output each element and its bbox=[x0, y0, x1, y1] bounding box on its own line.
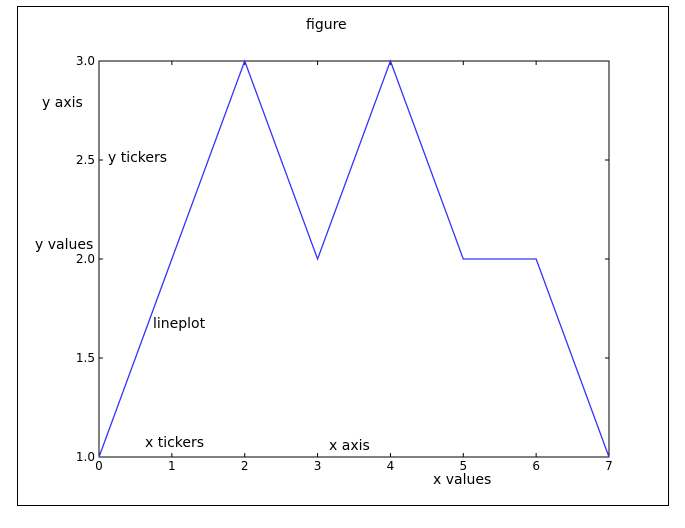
annotation-y-tickers: y tickers bbox=[108, 150, 168, 166]
x-tick-label: 1 bbox=[168, 459, 176, 473]
series-line bbox=[98, 59, 610, 458]
annotation-x-values: x values bbox=[433, 472, 492, 488]
y-tick-label: 3.0 bbox=[76, 54, 95, 68]
y-tick-label: 1.5 bbox=[76, 351, 95, 365]
annotation-lineplot: lineplot bbox=[153, 316, 206, 332]
x-tick-label: 6 bbox=[532, 459, 540, 473]
annotation-x-axis: x axis bbox=[329, 438, 370, 454]
annotation-y-values: y values bbox=[35, 237, 94, 253]
x-tick-label: 2 bbox=[241, 459, 249, 473]
figure-label: figure bbox=[306, 17, 347, 33]
y-tick-label: 2.5 bbox=[76, 153, 95, 167]
annotation-y-axis: y axis bbox=[42, 95, 83, 111]
x-tick-label: 4 bbox=[387, 459, 395, 473]
x-tick-label: 0 bbox=[95, 459, 103, 473]
x-tick-label: 7 bbox=[605, 459, 613, 473]
x-tick-label: 3 bbox=[314, 459, 322, 473]
annotation-x-tickers: x tickers bbox=[145, 435, 205, 451]
y-tick-label: 1.0 bbox=[76, 450, 95, 464]
figure-frame bbox=[17, 6, 669, 506]
y-tick-label: 2.0 bbox=[76, 252, 95, 266]
x-tick-label: 5 bbox=[459, 459, 467, 473]
